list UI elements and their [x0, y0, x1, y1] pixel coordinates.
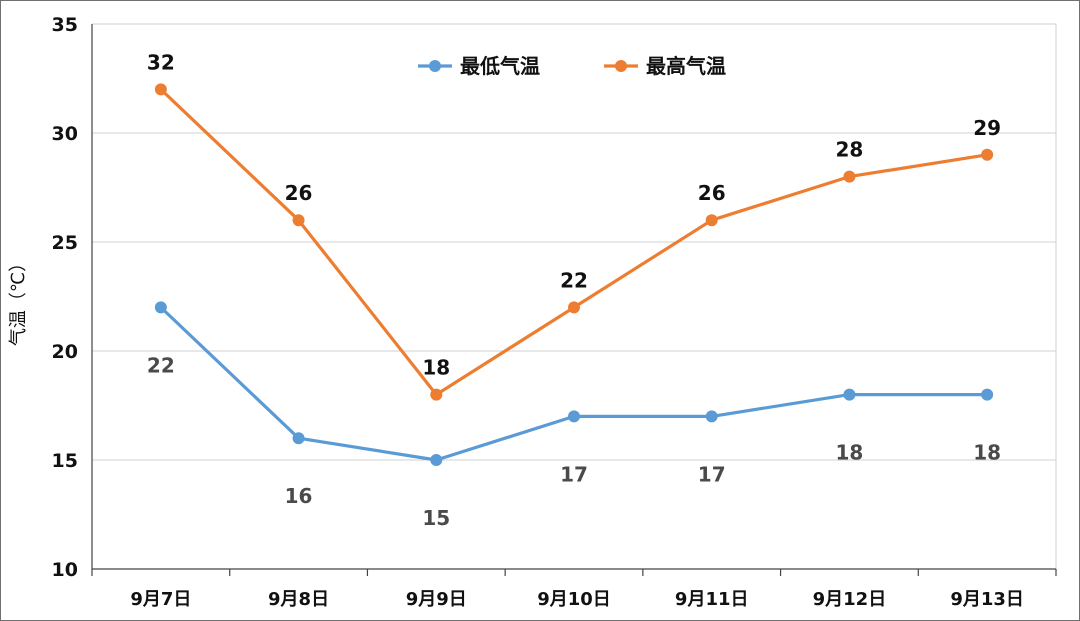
axes: 10 15 20 25 30 35 9月7日 9月8日 9月9日 9月10日 9月11日 9月12日 9…: [52, 14, 1057, 610]
data-label-low: 22: [147, 353, 175, 377]
legend-entry: 最低气温: [460, 54, 540, 78]
data-label-high: 18: [422, 356, 450, 380]
y-tick-label: 25: [52, 232, 78, 254]
data-point-high: [705, 214, 718, 227]
data-label-high: 29: [973, 116, 1001, 140]
y-tick-label: 35: [52, 14, 78, 36]
data-label-low: 18: [836, 441, 864, 465]
x-tick-label: 9月9日: [406, 589, 467, 610]
data-label-high: 22: [560, 268, 588, 292]
data-label-low: 16: [285, 484, 313, 508]
data-point-low: [705, 410, 718, 423]
data-point-high: [568, 301, 580, 314]
data-point-high: [430, 388, 443, 401]
data-label-low: 15: [422, 506, 450, 530]
data-label-low: 17: [698, 462, 726, 486]
x-tick-label: 9月10日: [537, 589, 611, 610]
data-label-high: 26: [698, 181, 726, 205]
x-tick-label: 9月13日: [950, 589, 1024, 610]
series-line-low: [159, 305, 989, 462]
data-point-high: [154, 83, 167, 96]
x-tick-label: 9月7日: [130, 589, 191, 610]
x-tick-label: 9月8日: [268, 589, 329, 610]
legend: 最低气温 最高气温: [418, 54, 726, 78]
data-point-low: [430, 454, 443, 466]
x-tick-label: 9月11日: [675, 589, 749, 610]
data-point-low: [843, 388, 856, 401]
legend-swatch-marker: [429, 60, 441, 72]
data-labels: 22 16 15 17 17 18 18 32 26 18 22 26 28 29: [147, 50, 1001, 530]
data-label-high: 28: [836, 138, 864, 162]
data-point-high: [292, 214, 305, 227]
series-layer: [154, 83, 994, 466]
data-point-low: [568, 410, 580, 423]
y-axis-label: 气温（℃）: [8, 254, 29, 346]
y-tick-label: 10: [52, 559, 78, 581]
y-tick-label: 30: [52, 123, 78, 145]
x-tick-label: 9月12日: [813, 589, 887, 610]
data-label-high: 32: [147, 50, 175, 74]
data-point-high: [981, 148, 994, 161]
data-point-low: [154, 301, 167, 314]
gridlines: [92, 23, 1057, 569]
data-point-low: [981, 388, 994, 401]
data-label-high: 26: [285, 181, 313, 205]
data-label-low: 17: [560, 462, 588, 486]
y-tick-label: 20: [52, 341, 78, 363]
legend-swatch-marker: [615, 60, 627, 72]
legend-entry: 最高气温: [646, 54, 726, 78]
data-label-low: 18: [973, 441, 1001, 465]
data-point-high: [843, 170, 856, 183]
data-point-low: [292, 432, 305, 445]
y-tick-label: 15: [52, 450, 78, 472]
